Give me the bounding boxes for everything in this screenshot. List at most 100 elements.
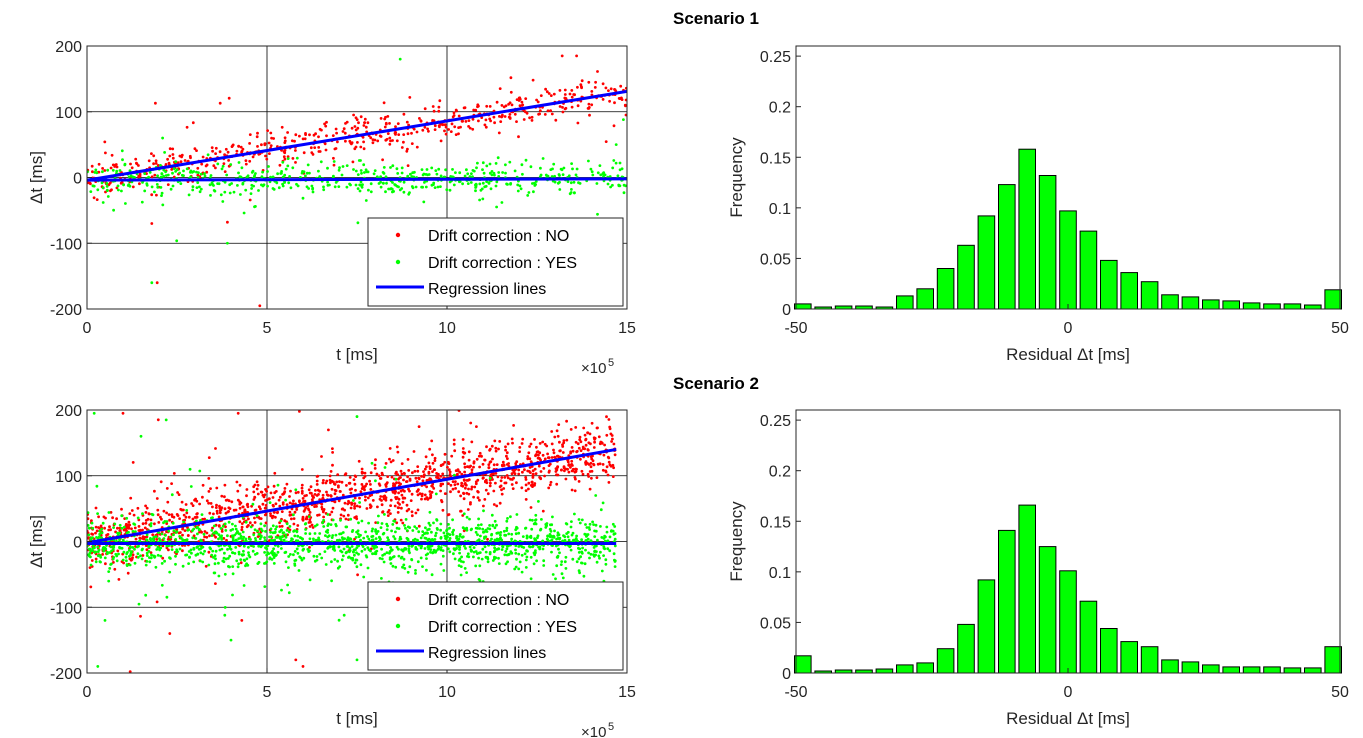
data-point [150,193,154,197]
data-point [369,471,373,475]
data-point [393,537,397,541]
data-point [228,547,232,550]
data-point [138,182,141,186]
data-point [141,512,144,516]
data-point [304,528,307,531]
data-point [470,487,473,491]
data-point [467,555,471,559]
data-point [212,512,215,516]
data-point [448,180,452,184]
outlier-point [226,241,229,245]
data-point [588,487,592,491]
data-point [192,527,196,531]
data-point [520,553,524,557]
data-point [294,161,297,164]
data-point [235,149,239,153]
data-point [294,491,298,495]
data-point [229,163,233,166]
data-point [515,557,518,561]
data-point [402,557,406,561]
data-point [318,127,322,131]
data-point [216,162,220,166]
data-point [162,168,166,172]
data-point [433,468,436,471]
data-point [326,539,330,543]
data-point [263,143,267,147]
data-point [137,174,141,178]
data-point [406,147,409,151]
data-point [360,483,364,486]
data-point [125,516,129,520]
outlier-point [92,411,96,415]
data-point [341,531,345,534]
histogram-bar [936,648,955,674]
data-point [493,519,497,523]
data-point [145,533,149,537]
data-point [241,530,245,534]
data-point [118,529,122,533]
data-point [356,221,360,225]
data-point [377,539,381,543]
data-point [205,535,209,539]
data-point [257,544,261,548]
data-point [225,538,228,542]
data-point [595,182,599,185]
data-point [490,537,493,541]
data-point [609,464,613,468]
regression-line [87,177,627,182]
data-point [513,472,517,476]
data-point [480,116,484,119]
data-point [605,530,609,534]
data-point [203,549,207,553]
x-axis-label: t [ms] [336,709,378,728]
data-point [159,164,162,167]
data-point [247,517,250,521]
data-point [549,480,553,484]
data-point [389,546,392,549]
data-point [91,170,94,174]
data-point [106,552,109,555]
data-point [608,535,612,539]
data-point [434,169,438,173]
data-point [343,508,346,512]
data-point [247,545,250,549]
data-point [251,155,255,159]
data-point [334,533,338,537]
data-point [132,522,136,526]
data-point [331,447,334,450]
data-point [514,532,518,536]
data-point [514,551,518,555]
data-point [591,520,594,524]
data-point [545,444,549,448]
data-point [125,564,129,567]
data-point [532,190,535,194]
data-point [534,549,537,553]
histogram-bar [1038,175,1057,310]
data-point [88,547,92,551]
data-point [505,519,509,523]
data-point [495,205,498,209]
data-point [353,506,356,510]
data-point [514,548,517,552]
data-point [483,545,487,549]
data-point [421,565,424,568]
histogram-bar [1304,304,1322,310]
scenario-2-title: Scenario 2 [673,374,759,393]
data-point [154,162,158,165]
data-point [112,526,115,529]
data-point [577,518,581,521]
data-point [388,550,392,553]
data-point [168,556,171,560]
data-point [267,141,271,145]
data-point [301,517,305,521]
data-point [521,172,524,176]
data-point [485,164,489,168]
data-point [136,516,140,520]
data-point [352,168,355,171]
data-point [510,103,514,107]
data-point [292,499,295,503]
data-point [344,122,347,125]
data-point [551,167,554,171]
data-point [386,510,390,514]
data-point [520,442,524,445]
